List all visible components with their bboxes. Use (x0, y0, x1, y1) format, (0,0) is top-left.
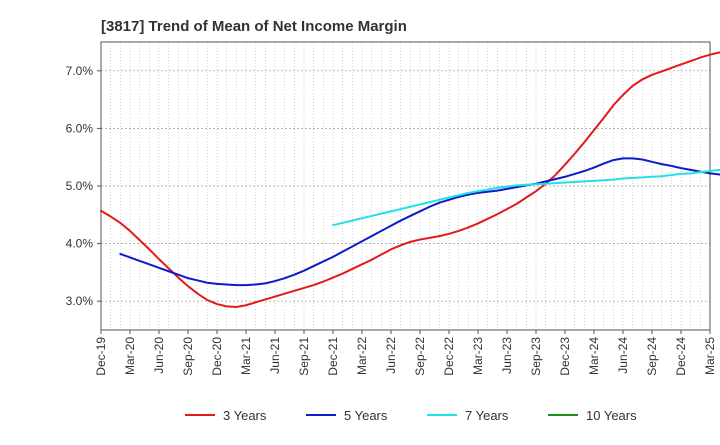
x-tick-label: Mar-20 (123, 337, 137, 375)
legend-label: 10 Years (586, 408, 637, 423)
y-tick-label: 4.0% (66, 237, 94, 251)
x-tick-label: Sep-23 (529, 337, 543, 376)
y-tick-label: 3.0% (66, 294, 94, 308)
x-tick-label: Sep-20 (181, 337, 195, 376)
x-tick-label: Sep-21 (297, 337, 311, 376)
x-tick-label: Dec-24 (674, 337, 688, 376)
legend-label: 5 Years (344, 408, 388, 423)
x-tick-label: Jun-23 (500, 337, 514, 374)
y-tick-label: 7.0% (66, 64, 94, 78)
x-tick-label: Mar-25 (703, 337, 717, 375)
x-tick-label: Jun-21 (268, 337, 282, 374)
series-line-7-years (332, 168, 720, 227)
legend-label: 7 Years (465, 408, 509, 423)
x-tick-label: Mar-21 (239, 337, 253, 375)
x-tick-label: Sep-22 (413, 337, 427, 376)
series-lines (100, 51, 720, 308)
x-tick-label: Jun-20 (152, 337, 166, 374)
x-tick-label: Mar-23 (471, 337, 485, 375)
x-tick-label: Dec-20 (210, 337, 224, 376)
x-tick-label: Jun-24 (616, 337, 630, 374)
x-tick-label: Sep-24 (645, 337, 659, 376)
x-tick-label: Jun-22 (384, 337, 398, 374)
legend: 3 Years 5 Years 7 Years 10 Years (185, 408, 637, 423)
y-tick-label: 6.0% (66, 121, 94, 135)
axes: 3.0% 4.0% 5.0% 6.0% 7.0% Dec-19 Mar-20 Jun-20 Se… (66, 41, 717, 376)
chart-title: [3817] Trend of Mean of Net Income Margi… (101, 18, 407, 35)
x-tick-label: Dec-21 (326, 337, 340, 376)
grid-lines (100, 42, 711, 330)
series-line-3-years (100, 51, 720, 308)
x-tick-label: Mar-22 (355, 337, 369, 375)
x-tick-label: Dec-23 (558, 337, 572, 376)
x-tick-label: Dec-19 (94, 337, 108, 376)
x-tick-label: Dec-22 (442, 337, 456, 376)
legend-label: 3 Years (223, 408, 267, 423)
x-tick-label: Mar-24 (587, 337, 601, 375)
y-tick-label: 5.0% (66, 179, 94, 193)
